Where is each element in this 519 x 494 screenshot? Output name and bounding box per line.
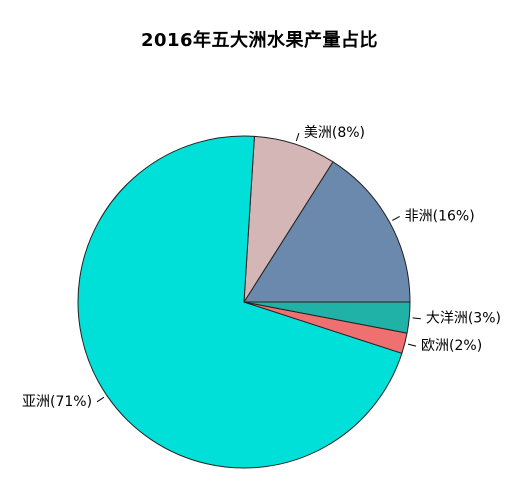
pie-slice-2 (77, 135, 403, 469)
leader-line-0 (392, 215, 400, 221)
pie-slices (77, 135, 411, 469)
slice-label-2: 亚洲(71%) (22, 394, 92, 410)
slice-label-1: 美洲(8%) (304, 125, 365, 141)
pie-slice-0 (243, 161, 411, 303)
slice-label-0: 非洲(16%) (405, 208, 475, 224)
slice-label-4: 大洋洲(3%) (426, 311, 501, 327)
leader-line-1 (295, 132, 300, 142)
chart-title: 2016年五大洲水果产量占比 (140, 30, 379, 51)
pie-slice-4 (243, 301, 411, 334)
slice-label-3: 欧洲(2%) (421, 338, 482, 354)
leader-line-3 (407, 343, 417, 347)
leader-line-2 (96, 396, 105, 403)
pie-labels: 非洲(16%) 美洲(8%) 亚洲(71%) 欧洲(2%) 大洋洲(3%) (22, 125, 501, 410)
leader-line-4 (412, 317, 421, 320)
